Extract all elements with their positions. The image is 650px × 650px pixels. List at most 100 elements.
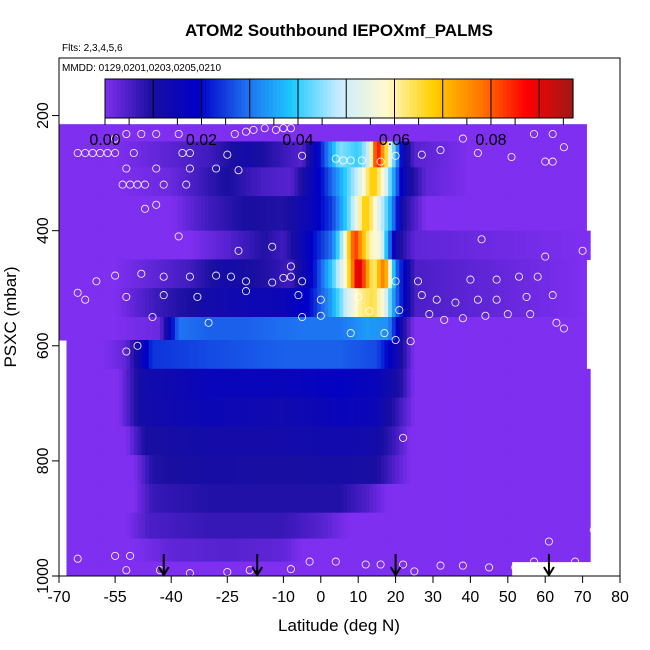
heatmap-cell: [474, 340, 479, 370]
heatmap-cell: [320, 141, 326, 168]
heatmap-cell: [234, 141, 240, 168]
heatmap-cell: [216, 561, 221, 577]
heatmap-cell: [578, 538, 584, 563]
heatmap-cell: [474, 512, 479, 540]
heatmap-cell: [298, 141, 303, 168]
heatmap-cell: [283, 512, 288, 540]
heatmap-cell: [361, 259, 367, 289]
heatmap-cell: [332, 455, 337, 485]
heatmap-cell: [470, 397, 475, 427]
heatmap-cell: [354, 288, 359, 318]
heatmap-cell: [533, 455, 539, 485]
heatmap-cell: [586, 455, 591, 485]
heatmap-cell: [141, 141, 146, 168]
heatmap-cell: [440, 455, 445, 485]
heatmap-cell: [174, 340, 180, 370]
heatmap-cell: [421, 124, 427, 142]
heatmap-cell: [384, 538, 389, 563]
heatmap-cell: [578, 317, 584, 341]
heatmap-cell: [474, 317, 479, 341]
heatmap-cell: [403, 512, 408, 540]
heatmap-cell: [414, 368, 419, 399]
heatmap-cell: [290, 455, 296, 485]
heatmap-cell: [429, 397, 434, 427]
heatmap-cell: [369, 397, 374, 427]
heatmap-cell: [582, 397, 587, 427]
heatmap-cell: [208, 426, 213, 456]
heatmap-cell: [343, 368, 348, 399]
sample-point: [122, 347, 131, 356]
heatmap-cell: [485, 538, 490, 563]
heatmap-cell: [204, 455, 210, 485]
heatmap-cell: [575, 512, 580, 540]
heatmap-cell: [433, 340, 438, 370]
heatmap-cell: [227, 196, 232, 232]
heatmap-cell: [481, 340, 486, 370]
heatmap-cell: [249, 538, 255, 563]
heatmap-cell: [148, 512, 154, 540]
heatmap-cell: [171, 368, 176, 399]
heatmap-cell: [249, 141, 255, 168]
heatmap-cell: [418, 259, 423, 289]
heatmap-cell: [477, 167, 483, 197]
heatmap-cell: [481, 230, 486, 260]
sample-point: [159, 272, 168, 281]
heatmap-cell: [447, 455, 453, 485]
heatmap-cell: [522, 426, 528, 456]
heatmap-cell: [100, 167, 105, 197]
heatmap-cell: [189, 167, 195, 197]
heatmap-cell: [466, 512, 471, 540]
heatmap-cell: [167, 455, 172, 485]
heatmap-cell: [515, 167, 520, 197]
heatmap-cell: [332, 512, 337, 540]
heatmap-cell: [159, 230, 165, 260]
colorbar-segment: [136, 79, 141, 118]
heatmap-cell: [533, 512, 539, 540]
heatmap-cell: [440, 512, 445, 540]
colorbar-segment: [417, 79, 422, 118]
heatmap-cell: [421, 167, 427, 197]
heatmap-cell: [264, 317, 270, 341]
colorbar-segment: [557, 79, 562, 118]
heatmap-cell: [182, 538, 187, 563]
heatmap-cell: [575, 483, 580, 514]
heatmap-cell: [216, 230, 221, 260]
heatmap-cell: [111, 288, 116, 318]
heatmap-cell: [376, 124, 382, 142]
heatmap-cell: [208, 167, 213, 197]
heatmap-cell: [152, 368, 157, 399]
heatmap-cell: [167, 340, 172, 370]
heatmap-cell: [208, 141, 213, 168]
heatmap-cell: [421, 340, 427, 370]
heatmap-cell: [575, 230, 580, 260]
heatmap-cell: [485, 368, 490, 399]
heatmap-cell: [567, 124, 572, 142]
heatmap-cell: [444, 538, 449, 563]
heatmap-cell: [189, 538, 195, 563]
colorbar-segment: [218, 79, 223, 118]
heatmap-cell: [272, 141, 277, 168]
heatmap-cell: [425, 340, 430, 370]
sample-point: [481, 311, 490, 320]
heatmap-cell: [152, 124, 157, 142]
heatmap-cell: [459, 538, 464, 563]
heatmap-cell: [444, 397, 449, 427]
heatmap-cell: [238, 397, 243, 427]
heatmap-cell: [96, 167, 101, 197]
heatmap-cell: [436, 426, 442, 456]
heatmap-cell: [451, 141, 457, 168]
heatmap-cell: [530, 538, 535, 563]
heatmap-cell: [324, 426, 329, 456]
heatmap-cell: [317, 397, 322, 427]
heatmap-cell: [283, 167, 288, 197]
heatmap-cell: [466, 167, 471, 197]
heatmap-cell: [294, 141, 299, 168]
heatmap-cell: [470, 538, 475, 563]
heatmap-cell: [298, 340, 303, 370]
heatmap-cell: [283, 288, 288, 318]
heatmap-cell: [414, 196, 419, 232]
heatmap-cell: [358, 538, 363, 563]
heatmap-cell: [208, 124, 213, 142]
heatmap-cell: [462, 340, 468, 370]
heatmap-cell: [287, 512, 292, 540]
